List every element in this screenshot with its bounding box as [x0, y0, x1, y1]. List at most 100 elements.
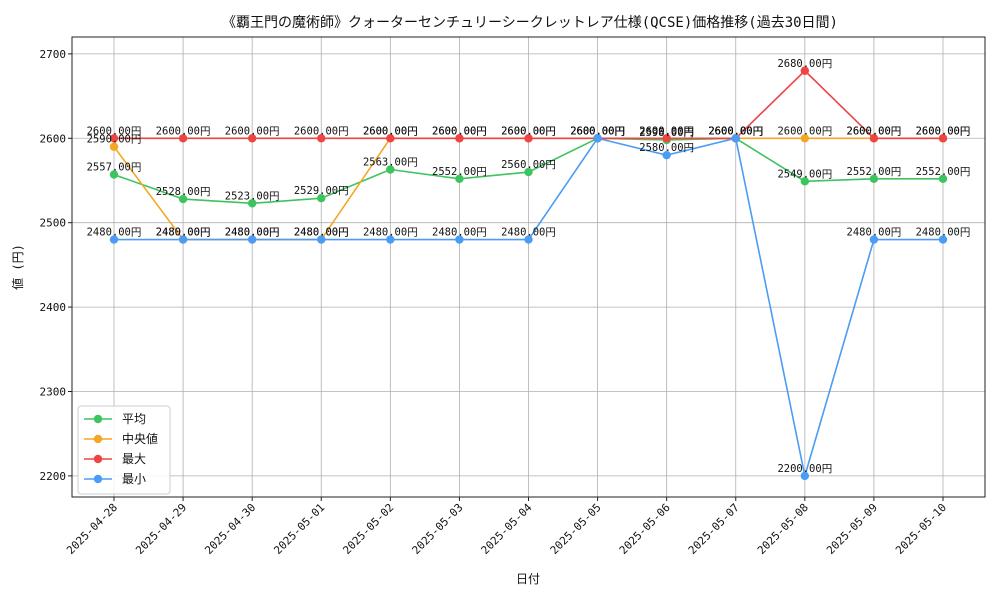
chart-title: 《覇王門の魔術師》クォーターセンチュリーシークレットレア仕様(QCSE)価格推移…: [222, 15, 838, 31]
data-label: 2600.00円: [363, 125, 418, 137]
data-label: 2600.00円: [156, 125, 211, 137]
data-label: 2480.00円: [363, 227, 418, 239]
data-point: [869, 235, 879, 244]
y-tick-label: 2200: [40, 470, 67, 483]
data-label: 2480.00円: [432, 227, 487, 239]
y-tick-label: 2700: [40, 48, 67, 61]
legend-label: 最小: [122, 472, 146, 486]
data-label: 2680.00円: [777, 58, 832, 70]
data-point: [524, 134, 533, 143]
data-label: 2600.00円: [501, 125, 556, 137]
data-label: 2480.00円: [294, 227, 349, 239]
x-tick-label: 2025-05-10: [893, 501, 949, 557]
data-labels: 2557.00円 2528.00円 2523.00円 2529.00円 2563.00円…: [87, 58, 971, 475]
data-point: [662, 150, 671, 160]
x-tick-label: 2025-05-09: [824, 501, 880, 557]
x-tick-label: 2025-05-05: [548, 501, 604, 557]
data-point: [247, 235, 257, 244]
data-label: 2480.00円: [225, 227, 280, 239]
y-axis: 2200 2300 2400 2500 2600 2700: [40, 48, 72, 483]
data-label: 2480.00円: [847, 227, 902, 239]
data-point: [317, 235, 326, 244]
data-point: [800, 177, 810, 186]
data-label: 2600.00円: [363, 125, 418, 137]
data-label: 2480.00円: [156, 227, 211, 239]
legend-marker: [93, 454, 103, 464]
data-point: [869, 174, 879, 183]
data-label: 2600.00円: [708, 125, 763, 137]
data-point: [178, 235, 188, 244]
data-point: [178, 194, 188, 204]
data-point: [386, 134, 395, 143]
data-label: 2600.00円: [708, 125, 763, 137]
data-label: 2549.00円: [777, 168, 832, 180]
data-point: [938, 134, 948, 143]
data-label: 2600.00円: [708, 125, 763, 137]
data-label: 2480.00円: [225, 227, 280, 239]
data-point: [109, 134, 119, 143]
data-label: 2600.00円: [847, 125, 902, 137]
data-label: 2600.00円: [501, 125, 556, 137]
data-label: 2600.00円: [708, 125, 763, 137]
data-point: [662, 134, 671, 143]
data-point: [731, 134, 740, 143]
legend-item: 中央値: [84, 431, 158, 446]
data-label: 2552.00円: [432, 166, 487, 178]
x-tick-label: 2025-05-02: [340, 501, 396, 557]
data-point: [109, 170, 119, 179]
legend-item: 平均: [84, 412, 146, 426]
data-point: [800, 66, 810, 75]
series-4: [109, 134, 948, 481]
data-label: 2600.00円: [916, 125, 971, 137]
data-label: 2590.00円: [87, 134, 142, 146]
data-label: 2200.00円: [777, 463, 832, 475]
legend-label: 中央値: [122, 431, 158, 446]
data-label: 2600.00円: [639, 125, 694, 137]
data-point: [593, 134, 602, 143]
data-label: 2600.00円: [225, 125, 280, 137]
data-point: [247, 134, 257, 143]
data-label: 2523.00円: [225, 190, 280, 202]
data-label: 2552.00円: [847, 166, 902, 178]
data-label: 2557.00円: [87, 162, 142, 174]
data-label: 2600.00円: [916, 125, 971, 137]
series-3: [109, 66, 948, 143]
x-axis: 2025-04-28 2025-04-29 2025-04-30 2025-05-01…: [64, 497, 949, 557]
y-tick-label: 2500: [40, 217, 67, 230]
data-point: [524, 167, 533, 177]
data-label: 2480.00円: [87, 227, 142, 239]
data-point: [317, 134, 326, 143]
data-label: 2600.00円: [570, 125, 625, 137]
x-tick-label: 2025-05-08: [755, 501, 811, 557]
data-label: 2528.00円: [156, 186, 211, 198]
x-tick-label: 2025-05-03: [410, 501, 466, 557]
data-label: 2480.00円: [501, 227, 556, 239]
data-label: 2600.00円: [294, 125, 349, 137]
data-point: [524, 235, 533, 244]
y-tick-label: 2400: [40, 301, 67, 314]
legend-label: 平均: [122, 412, 146, 426]
data-point: [455, 134, 464, 143]
data-label: 2563.00円: [363, 157, 418, 169]
data-label: 2600.00円: [777, 125, 832, 137]
data-point: [800, 471, 810, 481]
y-axis-label: 値 (円): [10, 244, 25, 290]
data-point: [386, 165, 395, 174]
data-point: [386, 235, 395, 244]
x-tick-label: 2025-04-28: [64, 501, 120, 557]
legend-box: [77, 405, 171, 495]
data-label: 2598.00円: [639, 127, 694, 139]
data-point: [109, 235, 119, 244]
data-point: [938, 174, 948, 183]
data-label: 2600.00円: [570, 125, 625, 137]
legend-item: 最大: [84, 452, 146, 466]
data-label: 2600.00円: [432, 125, 487, 137]
data-label: 2480.00円: [294, 227, 349, 239]
legend-label: 最大: [122, 452, 146, 466]
data-label: 2600.00円: [570, 125, 625, 137]
data-point: [938, 235, 948, 244]
legend-marker: [93, 474, 103, 484]
